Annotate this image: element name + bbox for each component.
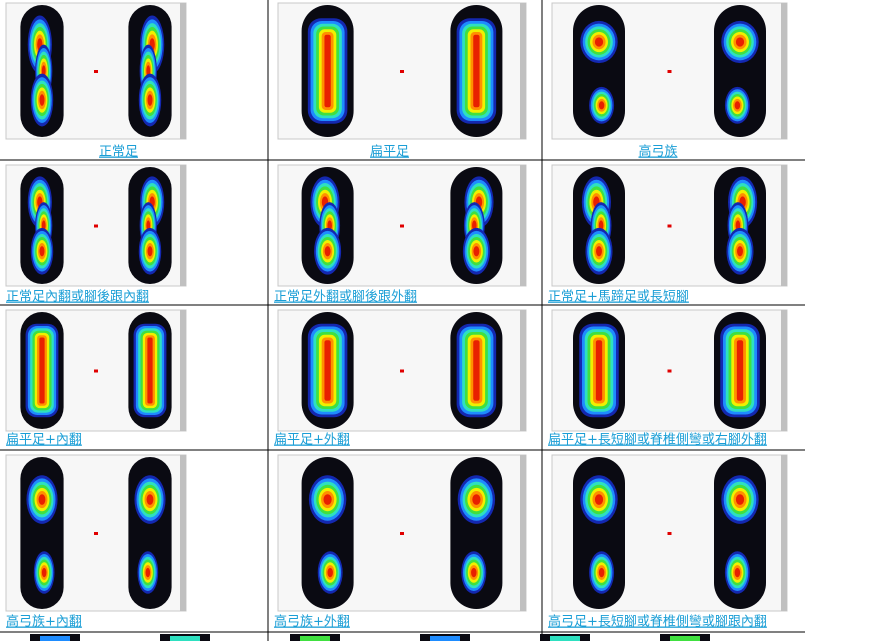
center-dot — [400, 70, 404, 73]
pressure-zone — [472, 494, 481, 505]
frame-edge — [520, 310, 526, 431]
partial-image — [160, 634, 210, 641]
pressure-zone — [473, 34, 480, 108]
pressure-zone — [170, 636, 200, 641]
caption: 正常足 — [99, 145, 138, 160]
frame-edge — [520, 165, 526, 286]
center-dot — [94, 369, 98, 373]
pressure-zone — [596, 246, 602, 257]
pressure-zone — [324, 34, 331, 108]
frame-edge — [180, 310, 186, 431]
foot-image — [277, 454, 527, 612]
caption: 扁平足+內翻 — [6, 433, 82, 448]
foot-image — [277, 2, 527, 140]
center-dot — [667, 532, 672, 535]
caption: 扁平足+外翻 — [274, 433, 350, 448]
center-dot — [400, 369, 404, 373]
pressure-zone — [473, 246, 480, 257]
foot-image — [551, 309, 788, 432]
foot-image — [5, 309, 187, 432]
center-dot — [400, 532, 404, 535]
pressure-zone — [324, 246, 331, 257]
caption: 正常足外翻或腳後跟外翻 — [274, 290, 417, 305]
pressure-zone — [595, 340, 603, 401]
pressure-zone — [670, 636, 700, 641]
pressure-zone — [300, 636, 330, 641]
partial-image — [420, 634, 470, 641]
pressure-zone — [734, 101, 741, 110]
frame-edge — [520, 455, 526, 611]
center-dot — [667, 224, 672, 228]
pressure-zone — [39, 337, 45, 404]
pressure-zone — [594, 37, 604, 47]
partial-image — [660, 634, 710, 641]
caption: 高弓族+外翻 — [274, 614, 350, 630]
foot-image — [5, 454, 187, 612]
pressure-zone — [430, 636, 460, 641]
foot-image — [5, 2, 187, 140]
pressure-zone — [327, 567, 333, 578]
pressure-zone — [39, 94, 45, 106]
caption: 正常足+馬蹄足或長短腳 — [548, 289, 689, 305]
foot-image — [551, 454, 788, 612]
pressure-zone — [736, 340, 744, 401]
caption: 扁平足+長短腳或脊椎側彎或右腳外翻 — [548, 433, 767, 448]
frame-edge — [180, 3, 186, 139]
frame-edge — [781, 455, 787, 611]
center-dot — [667, 70, 672, 73]
center-dot — [667, 369, 672, 373]
pressure-zone — [41, 567, 47, 578]
partial-image — [540, 634, 590, 641]
center-dot — [94, 532, 98, 535]
foot-image — [551, 164, 788, 287]
pressure-zone — [471, 567, 477, 578]
pressure-zone — [40, 636, 70, 641]
pressure-zone — [737, 246, 743, 257]
partial-image — [30, 634, 80, 641]
center-dot — [94, 224, 98, 228]
caption: 高弓足+長短腳或脊椎側彎或腳跟內翻 — [548, 614, 767, 630]
foot-image — [277, 164, 527, 287]
foot-image — [551, 2, 788, 140]
pressure-zone — [734, 567, 741, 578]
caption: 高弓族+內翻 — [6, 614, 82, 630]
pressure-zone — [598, 101, 605, 110]
frame-edge — [180, 455, 186, 611]
center-dot — [400, 224, 404, 228]
pressure-zone — [146, 494, 154, 505]
pressure-zone — [473, 340, 480, 401]
pressure-zone — [147, 94, 153, 106]
pressure-zone — [39, 246, 45, 257]
caption: 正常足內翻或腳後跟內翻 — [6, 290, 149, 305]
frame-edge — [781, 310, 787, 431]
caption: 高弓族 — [639, 144, 678, 160]
center-dot — [94, 70, 98, 73]
pressure-zone — [147, 337, 153, 404]
foot-image — [5, 164, 187, 287]
caption: 扁平足 — [370, 145, 409, 160]
pressure-zone — [324, 340, 331, 401]
frame-edge — [781, 3, 787, 139]
pressure-zone — [38, 494, 46, 505]
pressure-zone — [598, 567, 605, 578]
pressure-zone — [735, 37, 745, 47]
foot-image — [277, 309, 527, 432]
frame-edge — [781, 165, 787, 286]
pressure-zone — [145, 567, 151, 578]
frame-edge — [520, 3, 526, 139]
pressure-zone — [550, 636, 580, 641]
pressure-zone — [147, 246, 153, 257]
frame-edge — [180, 165, 186, 286]
pressure-zone — [594, 494, 604, 505]
partial-image — [290, 634, 340, 641]
pressure-zone — [735, 494, 745, 505]
pressure-zone — [323, 494, 332, 505]
